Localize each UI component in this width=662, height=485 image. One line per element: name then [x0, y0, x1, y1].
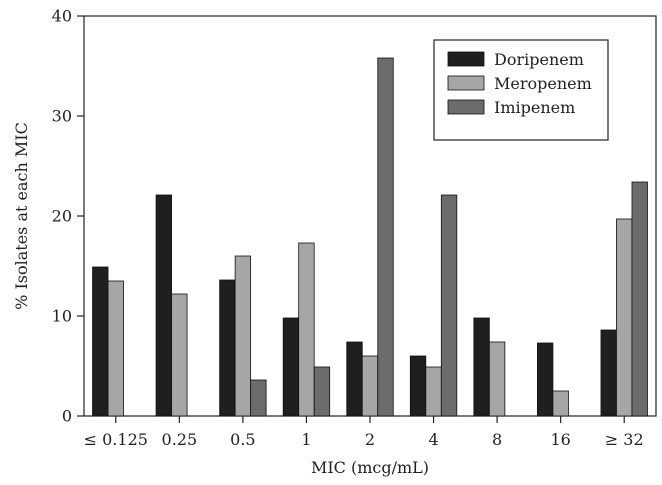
- y-tick-label: 20: [52, 207, 72, 226]
- bar-meropenem-1: [171, 293, 188, 417]
- legend: Doripenem Meropenem Imipenem: [433, 39, 609, 141]
- y-axis: 0 10 20 30 40: [52, 7, 84, 426]
- bar-imipenem-2: [250, 379, 267, 417]
- bars-group: [92, 57, 648, 417]
- bar-meropenem-5: [425, 366, 442, 417]
- y-tick-label: 0: [62, 407, 72, 426]
- y-axis-title: % Isolates at each MIC: [12, 122, 31, 310]
- y-tick-label: 30: [52, 107, 72, 126]
- bar-doripenem-6: [473, 317, 490, 417]
- bar-imipenem-3: [313, 366, 331, 417]
- legend-swatch-imipenem: [447, 99, 485, 115]
- x-axis-title: MIC (mcg/mL): [311, 458, 429, 477]
- x-tick-label: 16: [550, 430, 570, 449]
- x-tick-label: ≥ 32: [605, 430, 644, 449]
- bar-imipenem-5: [440, 194, 458, 417]
- bar-doripenem-7: [537, 342, 554, 417]
- bar-meropenem-8: [616, 218, 633, 417]
- x-tick-label: 1: [301, 430, 311, 449]
- legend-swatch-meropenem: [447, 75, 485, 91]
- bar-meropenem-0: [107, 280, 124, 417]
- x-axis: ≤ 0.125 0.25 0.5 1 2 4 8 16 ≥ 32: [84, 416, 644, 449]
- y-tick-label: 40: [52, 7, 72, 26]
- x-tick-label: 4: [428, 430, 438, 449]
- bar-meropenem-2: [234, 255, 252, 417]
- bar-doripenem-8: [600, 329, 617, 417]
- bar-doripenem-4: [346, 341, 363, 417]
- legend-label-meropenem: Meropenem: [494, 74, 592, 93]
- bar-doripenem-1: [155, 194, 172, 417]
- bar-meropenem-6: [488, 341, 506, 417]
- legend-swatch-doripenem: [447, 51, 485, 67]
- bar-doripenem-3: [282, 317, 300, 417]
- bar-doripenem-5: [409, 355, 427, 417]
- bar-meropenem-3: [298, 242, 315, 417]
- x-tick-label: 0.25: [162, 430, 198, 449]
- bar-doripenem-2: [219, 279, 236, 417]
- bar-imipenem-4: [377, 57, 394, 417]
- bar-meropenem-4: [361, 355, 379, 417]
- legend-label-doripenem: Doripenem: [494, 50, 584, 69]
- x-tick-label: 0.5: [230, 430, 255, 449]
- bar-doripenem-0: [92, 266, 109, 417]
- x-tick-label: 2: [365, 430, 375, 449]
- bar-meropenem-7: [552, 390, 569, 417]
- legend-label-imipenem: Imipenem: [494, 98, 575, 117]
- x-tick-label: 8: [492, 430, 502, 449]
- x-tick-label: ≤ 0.125: [84, 430, 148, 449]
- bar-imipenem-8: [631, 181, 648, 417]
- y-tick-label: 10: [52, 307, 72, 326]
